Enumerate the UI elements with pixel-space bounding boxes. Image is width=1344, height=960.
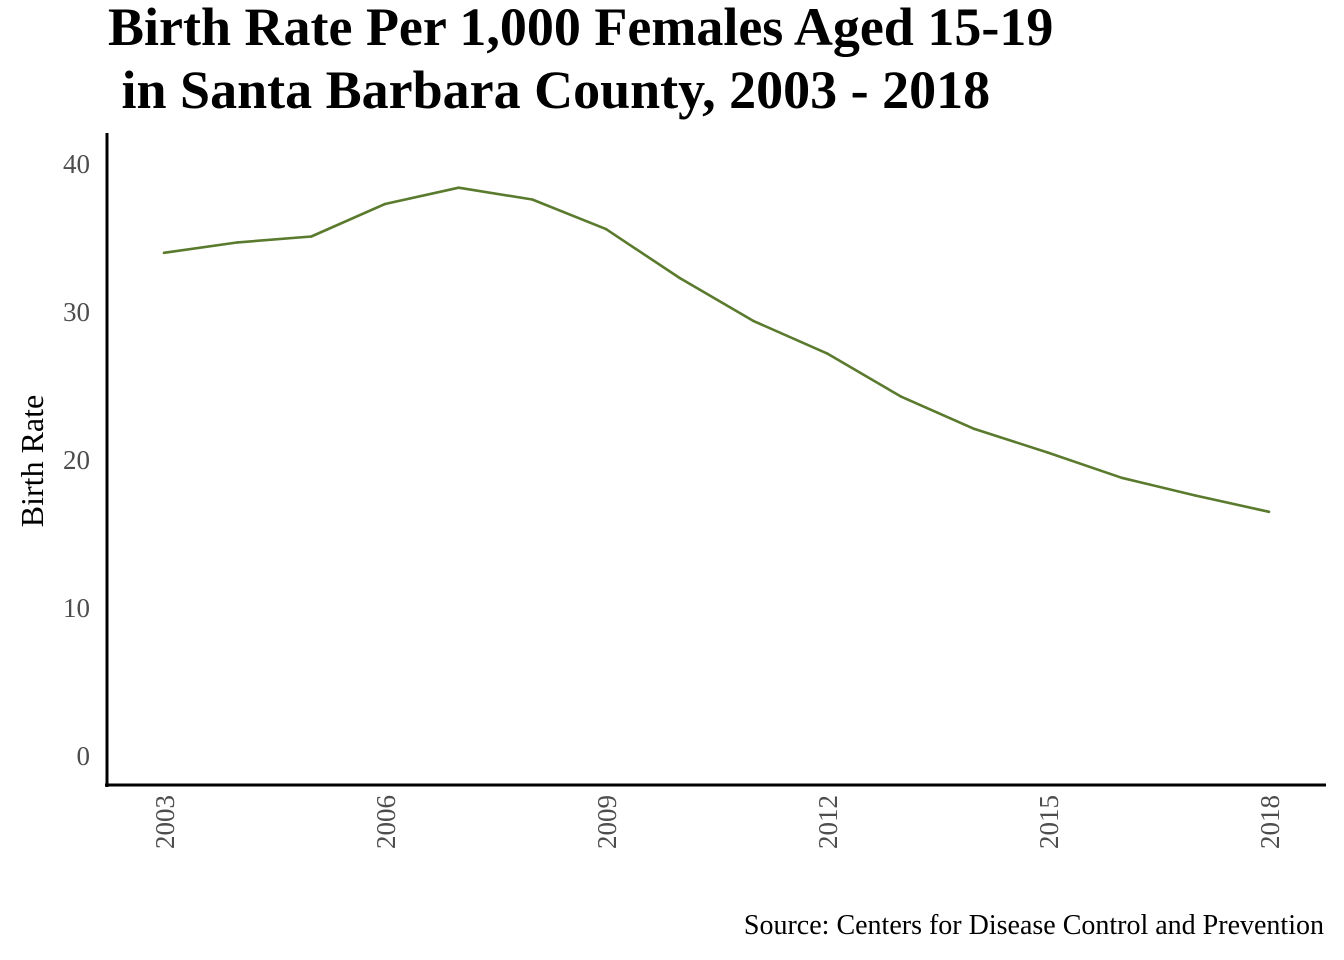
data-point bbox=[1120, 476, 1123, 480]
data-point bbox=[162, 251, 166, 255]
x-axis-ticks: 2003 2006 2009 2012 2015 2018 bbox=[150, 795, 1285, 849]
y-tick-label: 30 bbox=[63, 297, 90, 327]
data-point bbox=[973, 427, 976, 431]
y-tick-label: 40 bbox=[63, 149, 90, 179]
data-point bbox=[383, 202, 387, 206]
data-point bbox=[236, 241, 239, 244]
data-point bbox=[604, 227, 608, 231]
data-point bbox=[457, 186, 461, 189]
series-line bbox=[163, 186, 1270, 514]
data-point bbox=[310, 235, 313, 238]
chart-title-line-2: in Santa Barbara County, 2003 - 2018 bbox=[108, 60, 990, 120]
data-point bbox=[1267, 510, 1271, 514]
y-tick-label: 10 bbox=[63, 593, 90, 623]
data-point bbox=[825, 352, 829, 355]
y-axis-ticks: 0 10 20 30 40 bbox=[63, 149, 90, 771]
data-point bbox=[1046, 451, 1050, 454]
x-tick-label: 2012 bbox=[813, 795, 843, 849]
data-point bbox=[678, 276, 681, 280]
x-tick-label: 2003 bbox=[150, 795, 180, 849]
x-tick-label: 2018 bbox=[1255, 795, 1285, 849]
chart-title-line-1: Birth Rate Per 1,000 Females Aged 15-19 bbox=[108, 0, 1053, 57]
y-axis-title: Birth Rate bbox=[14, 395, 50, 527]
chart-caption: Source: Centers for Disease Control and … bbox=[744, 910, 1324, 941]
x-tick-label: 2009 bbox=[592, 795, 622, 849]
data-point bbox=[1194, 494, 1197, 497]
x-tick-label: 2015 bbox=[1034, 795, 1064, 849]
y-tick-label: 20 bbox=[63, 445, 90, 475]
y-tick-label: 0 bbox=[77, 741, 91, 771]
data-point bbox=[752, 319, 755, 323]
x-tick-label: 2006 bbox=[371, 795, 401, 849]
data-point bbox=[531, 198, 534, 201]
data-point bbox=[899, 395, 902, 398]
series-layer bbox=[162, 186, 1271, 514]
